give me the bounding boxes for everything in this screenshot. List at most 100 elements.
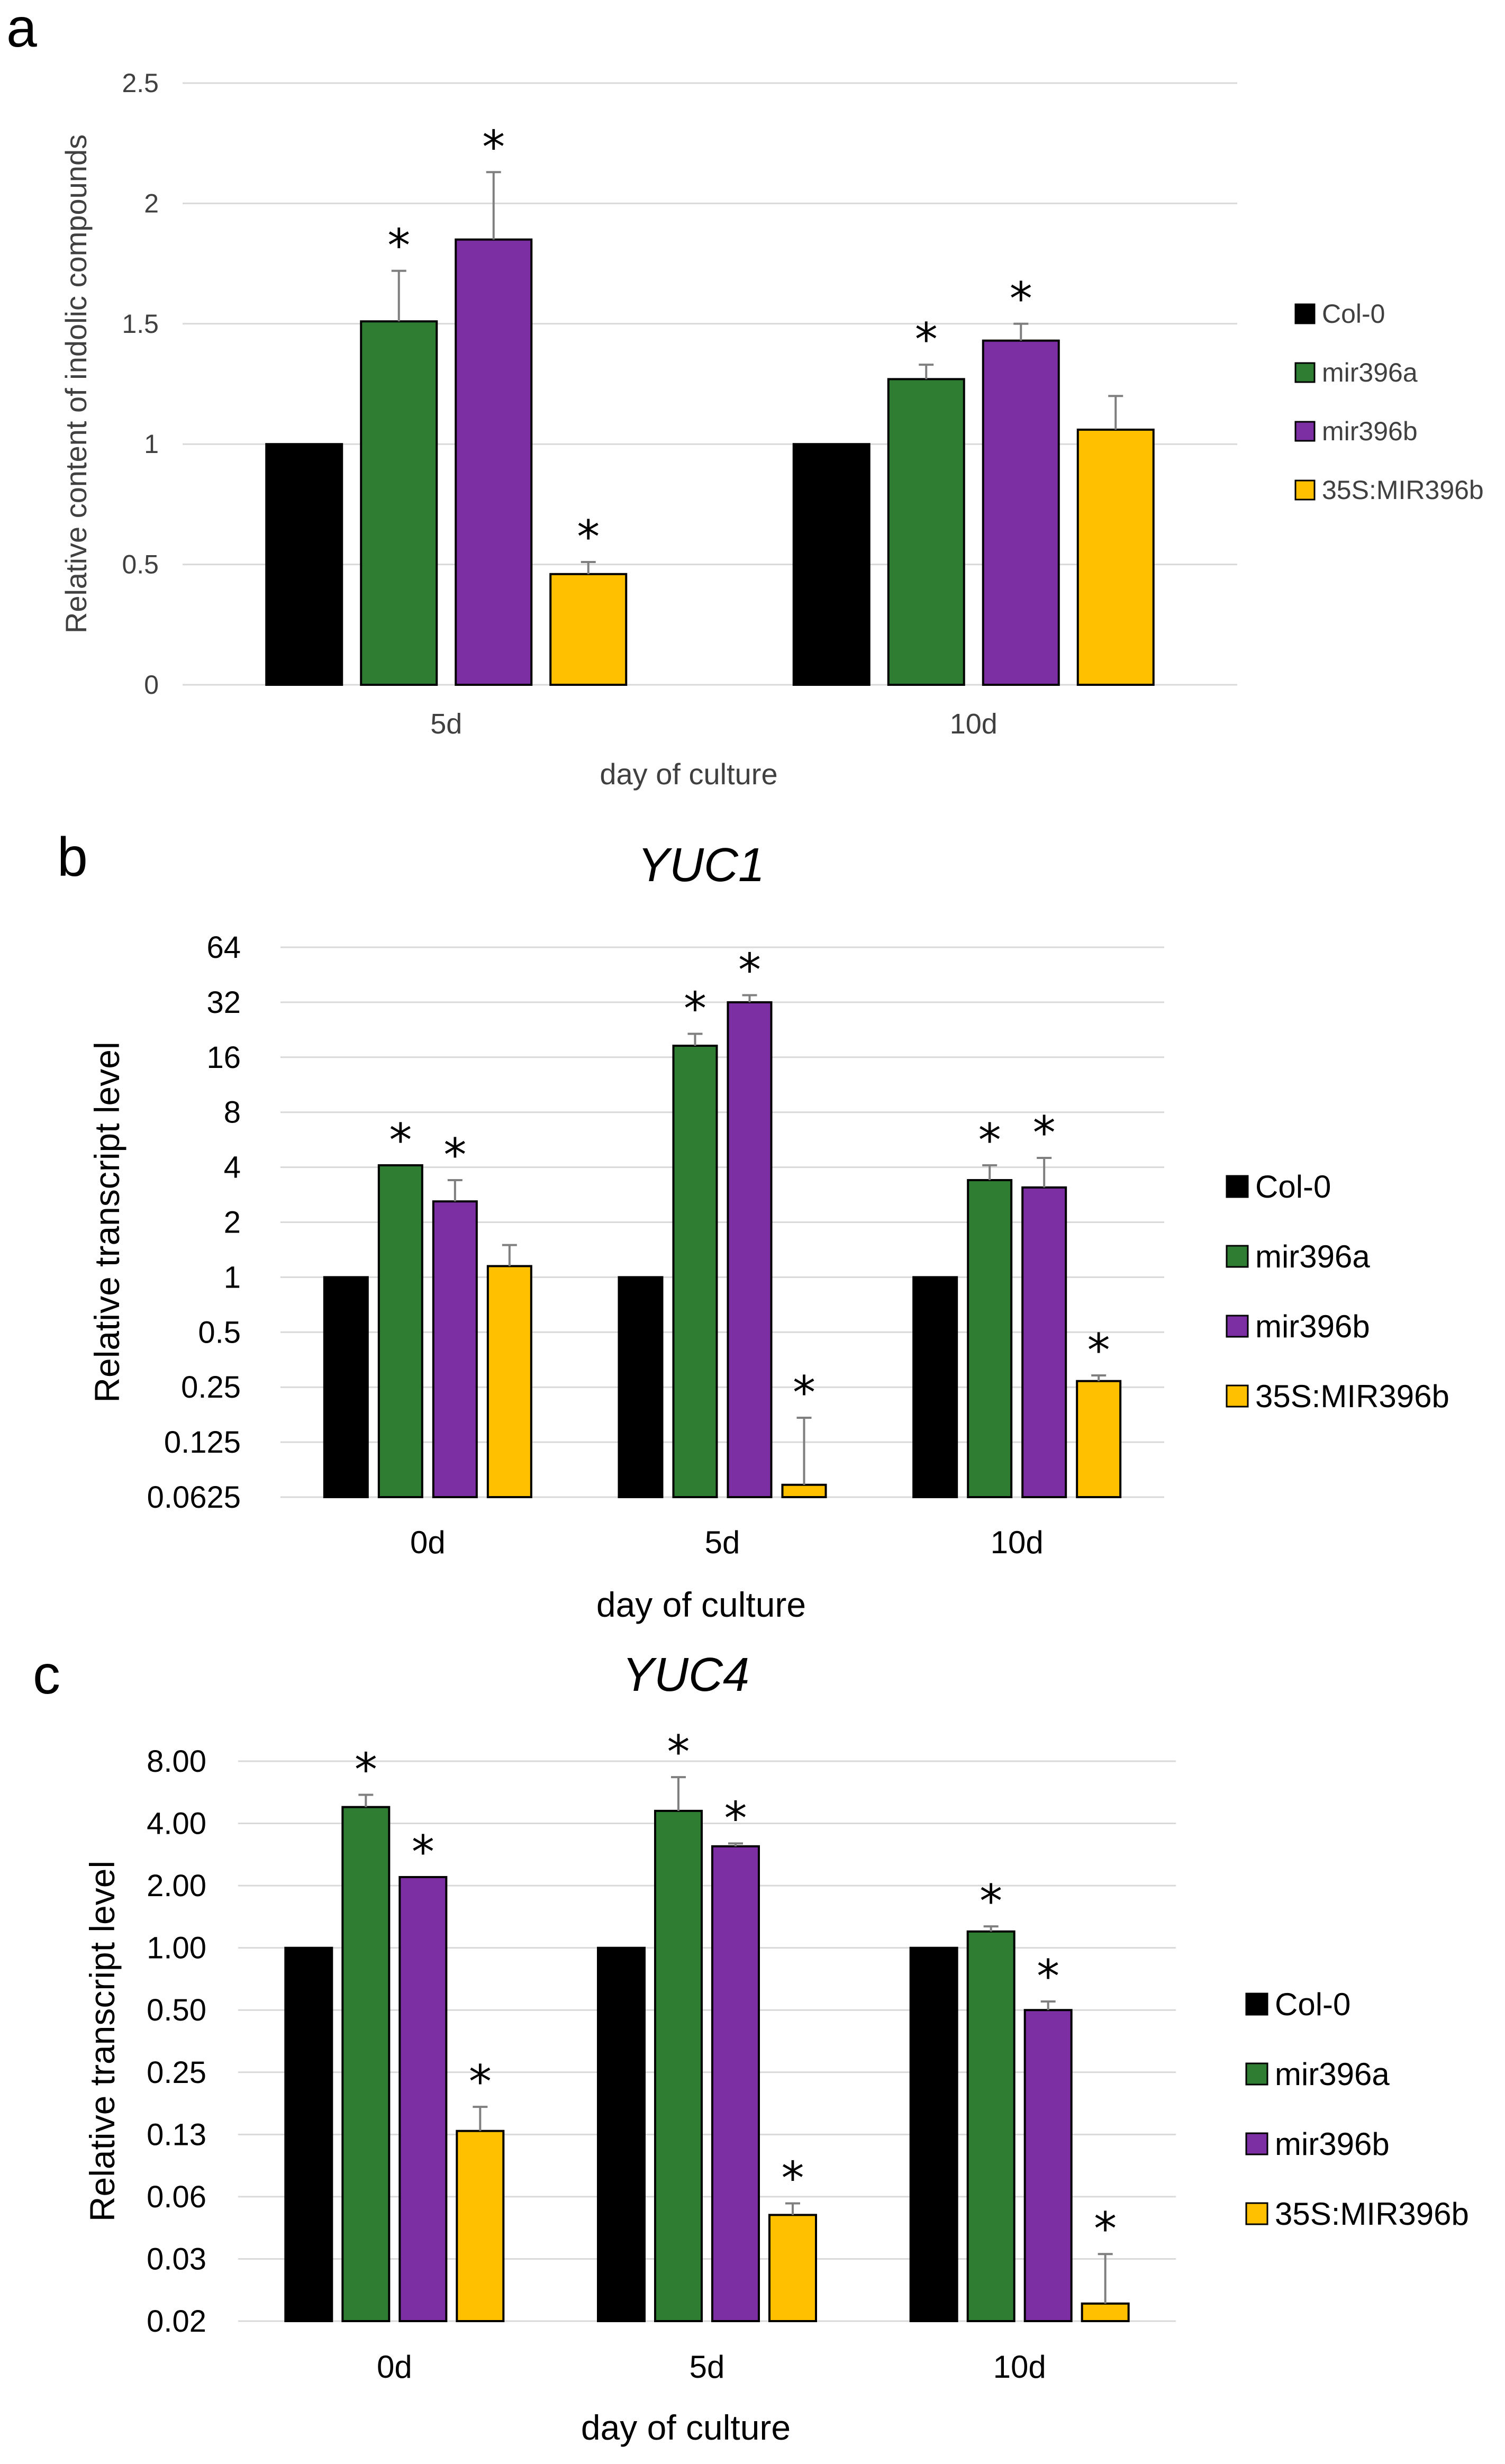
legend-label: Col-0 [1275, 1987, 1350, 2022]
y-tick-label: 1.5 [122, 309, 159, 339]
significance-star: * [482, 121, 505, 174]
panel-letter-b: b [57, 827, 88, 888]
bar-mir396a [887, 378, 965, 686]
x-tick-label: 5d [430, 708, 462, 740]
panel-letter-c: c [33, 1644, 60, 1706]
bar-mir396a [672, 1045, 718, 1499]
x-tick-label: 10d [993, 2349, 1046, 2385]
significance-star: * [469, 2055, 492, 2108]
y-tick-label: 0 [144, 670, 159, 700]
chart-b: 0.0625 0.125 0.25 0.5 1 2 4 8 16 32 64 YUC1 * * 0d * * * 5… [87, 839, 1449, 1624]
legend-swatch [1294, 479, 1316, 501]
x-tick-label: 0d [410, 1525, 446, 1560]
legend-swatch [1226, 1384, 1249, 1408]
significance-star: * [1037, 1950, 1059, 2003]
legend-swatch [1245, 1992, 1268, 2016]
y-tick-label: 1 [224, 1260, 241, 1294]
bar-mir396b [982, 339, 1060, 686]
bar-35s-mir396b [768, 2214, 817, 2323]
panel-letter-a: a [6, 0, 37, 59]
chart-title: YUC1 [638, 839, 765, 892]
y-tick-label: 64 [206, 930, 241, 965]
chart-title: YUC4 [622, 1648, 749, 1701]
significance-star: * [667, 1726, 690, 1779]
y-tick-label: 4 [224, 1151, 241, 1185]
bar-col-0 [597, 1946, 646, 2323]
significance-star: * [782, 2152, 804, 2205]
legend-label: mir396b [1275, 2126, 1390, 2162]
y-tick-label: 2.00 [147, 1869, 206, 1903]
x-tick-label: 10d [950, 708, 998, 740]
x-tick-label: 5d [705, 1525, 740, 1560]
y-tick-label: 2 [144, 188, 159, 218]
y-tick-label: 16 [206, 1040, 241, 1075]
legend-label: mir396b [1322, 416, 1418, 446]
bar-col-0 [618, 1276, 664, 1498]
y-tick-label: 8 [224, 1095, 241, 1130]
x-tick-label: 0d [377, 2349, 412, 2385]
y-tick-label: 0.06 [147, 2180, 206, 2214]
bar-mir396b [432, 1200, 478, 1498]
significance-star: * [1087, 1324, 1110, 1377]
x-axis-title: day of culture [600, 757, 777, 791]
bar-mir396b [398, 1876, 448, 2322]
legend-swatch [1226, 1315, 1249, 1338]
bar-mir396a [967, 1179, 1013, 1498]
bar-35s-mir396b [1076, 1380, 1122, 1498]
bar-col-0 [909, 1946, 958, 2323]
legend-label: 35S:MIR396b [1275, 2196, 1469, 2232]
legend-swatch [1294, 362, 1316, 383]
y-axis-title: Relative content of indolic compounds [59, 134, 93, 633]
y-tick-label: 0.02 [147, 2304, 206, 2339]
legend-label: mir396a [1322, 358, 1418, 387]
legend-swatch [1245, 2202, 1268, 2225]
legend-swatch [1245, 2062, 1268, 2086]
bar-col-0 [284, 1946, 333, 2323]
legend-label: mir396a [1275, 2057, 1390, 2092]
legend-label: mir396a [1255, 1239, 1370, 1274]
y-tick-label: 32 [206, 985, 241, 1020]
significance-star: * [1033, 1107, 1056, 1159]
significance-star: * [443, 1129, 466, 1182]
bar-mir396b [455, 238, 533, 686]
bar-col-0 [912, 1276, 958, 1498]
bar-mir396b [1023, 2009, 1073, 2322]
significance-star: * [684, 983, 706, 1036]
y-tick-label: 0.5 [122, 550, 159, 579]
y-axis-title: Relative transcript level [87, 1041, 126, 1402]
chart-c: 0.02 0.03 0.06 0.13 0.25 0.50 1.00 2.00 4.00 8.00… [83, 1648, 1469, 2447]
bar-col-0 [323, 1276, 369, 1498]
significance-star: * [412, 1826, 434, 1879]
y-tick-label: 8.00 [147, 1744, 206, 1779]
legend-label: 35S:MIR396b [1255, 1379, 1449, 1414]
y-tick-label: 0.25 [147, 2055, 206, 2090]
significance-star: * [387, 220, 410, 273]
y-tick-label: 0.5 [198, 1315, 241, 1349]
significance-star: * [355, 1744, 377, 1797]
legend-swatch [1226, 1245, 1249, 1268]
legend-swatch [1226, 1175, 1249, 1198]
significance-star: * [793, 1366, 815, 1419]
bar-mir396b [727, 1001, 773, 1498]
legend-swatch [1245, 2132, 1268, 2155]
bar-35s-mir396b [486, 1265, 532, 1498]
bar-35s-mir396b [1081, 2302, 1130, 2323]
x-tick-label: 5d [690, 2349, 725, 2385]
bar-35s-mir396b [549, 573, 628, 686]
legend-label: Col-0 [1322, 299, 1385, 329]
bar-mir396b [711, 1845, 760, 2322]
legend-label: Col-0 [1255, 1169, 1331, 1204]
significance-star: * [1010, 273, 1032, 325]
significance-star: * [980, 1875, 1002, 1928]
bar-35s-mir396b [456, 2130, 505, 2323]
legend-swatch [1294, 303, 1316, 324]
y-tick-label: 0.0625 [147, 1480, 241, 1515]
bar-mir396a [360, 320, 438, 686]
y-tick-label: 0.125 [164, 1425, 241, 1460]
bar-mir396b [1021, 1186, 1067, 1499]
y-tick-label: 2.5 [122, 68, 159, 98]
significance-star: * [724, 1792, 747, 1845]
significance-star: * [389, 1114, 412, 1167]
bar-mir396a [341, 1806, 391, 2323]
